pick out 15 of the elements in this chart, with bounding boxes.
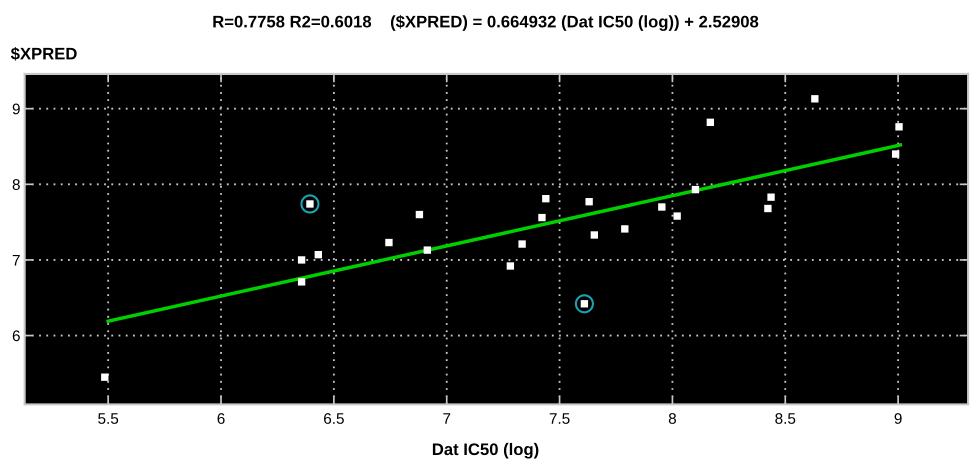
- x-tick-label: 8: [668, 413, 676, 424]
- chart-title: R=0.7758 R2=0.6018 ($XPRED) = 0.664932 (Dat IC50 (log)) + 2.52908: [213, 15, 758, 31]
- x-tick-label: 6.5: [324, 413, 344, 424]
- x-axis-title: Dat IC50 (log): [432, 442, 538, 459]
- y-tick-label: 7: [12, 254, 20, 266]
- x-tick-label: 5.5: [98, 413, 118, 424]
- x-tick-label: 8.5: [775, 413, 796, 424]
- x-tick-label: 9: [894, 413, 902, 424]
- y-tick-label: 8: [12, 179, 20, 190]
- x-tick-label: 6: [218, 413, 225, 424]
- y-tick-label: 6: [12, 330, 20, 342]
- x-tick-label: 7.5: [550, 413, 570, 424]
- y-axis-title: $XPRED: [10, 47, 77, 61]
- x-tick-label: 7: [443, 413, 450, 424]
- y-tick-label: 9: [12, 104, 20, 114]
